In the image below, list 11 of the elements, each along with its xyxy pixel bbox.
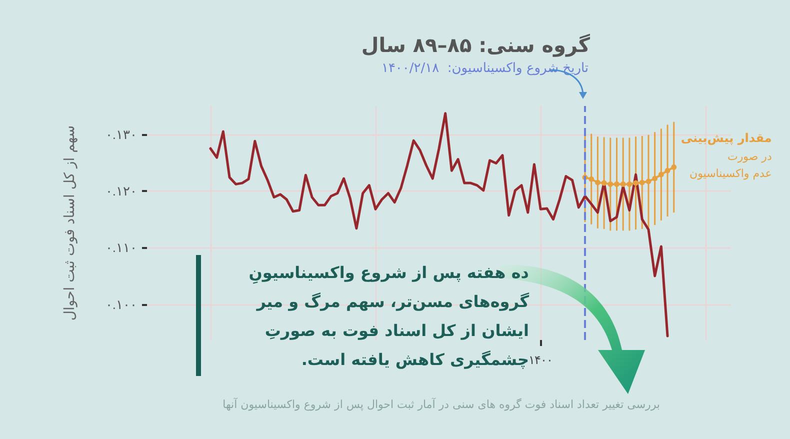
text: بررسی تغییر تعداد اسناد فوت گروه های سنی در آمار ثبت احوال پس از شروع واکسیناسیون آنها xyxy=(222,398,660,411)
text: تاریخ شروع واکسیناسیون: ۱۴۰۰/۲/۱۸ xyxy=(381,61,589,76)
annotation: ده هفته پس از شروع واکسیناسیونِ گروه‌های مسن‌تر، سهم مرگ و میر ایشان از کل اسناد فوت به صورتِ چشمگیری کاهش یافته است. xyxy=(196,255,529,376)
y-tick-label: ۰.۱۲۰ xyxy=(105,183,137,198)
y-axis-title: سهم از کل اسناد فوت ثبت احوال xyxy=(62,125,78,321)
x-tick-label: ۱۴۰۰ xyxy=(528,353,553,367)
series-label: مقدار پیش‌بینی در صورت عدم واکسیناسیون xyxy=(680,131,772,180)
y-tick-label: ۰.۱۳۰ xyxy=(105,126,137,142)
chart-title: گروه سنی: ۸۵–۸۹ سال xyxy=(361,33,590,57)
y-tick-label: ۰.۱۱۰ xyxy=(105,240,137,256)
y-tick-label: ۰.۱۰۰ xyxy=(105,296,137,312)
